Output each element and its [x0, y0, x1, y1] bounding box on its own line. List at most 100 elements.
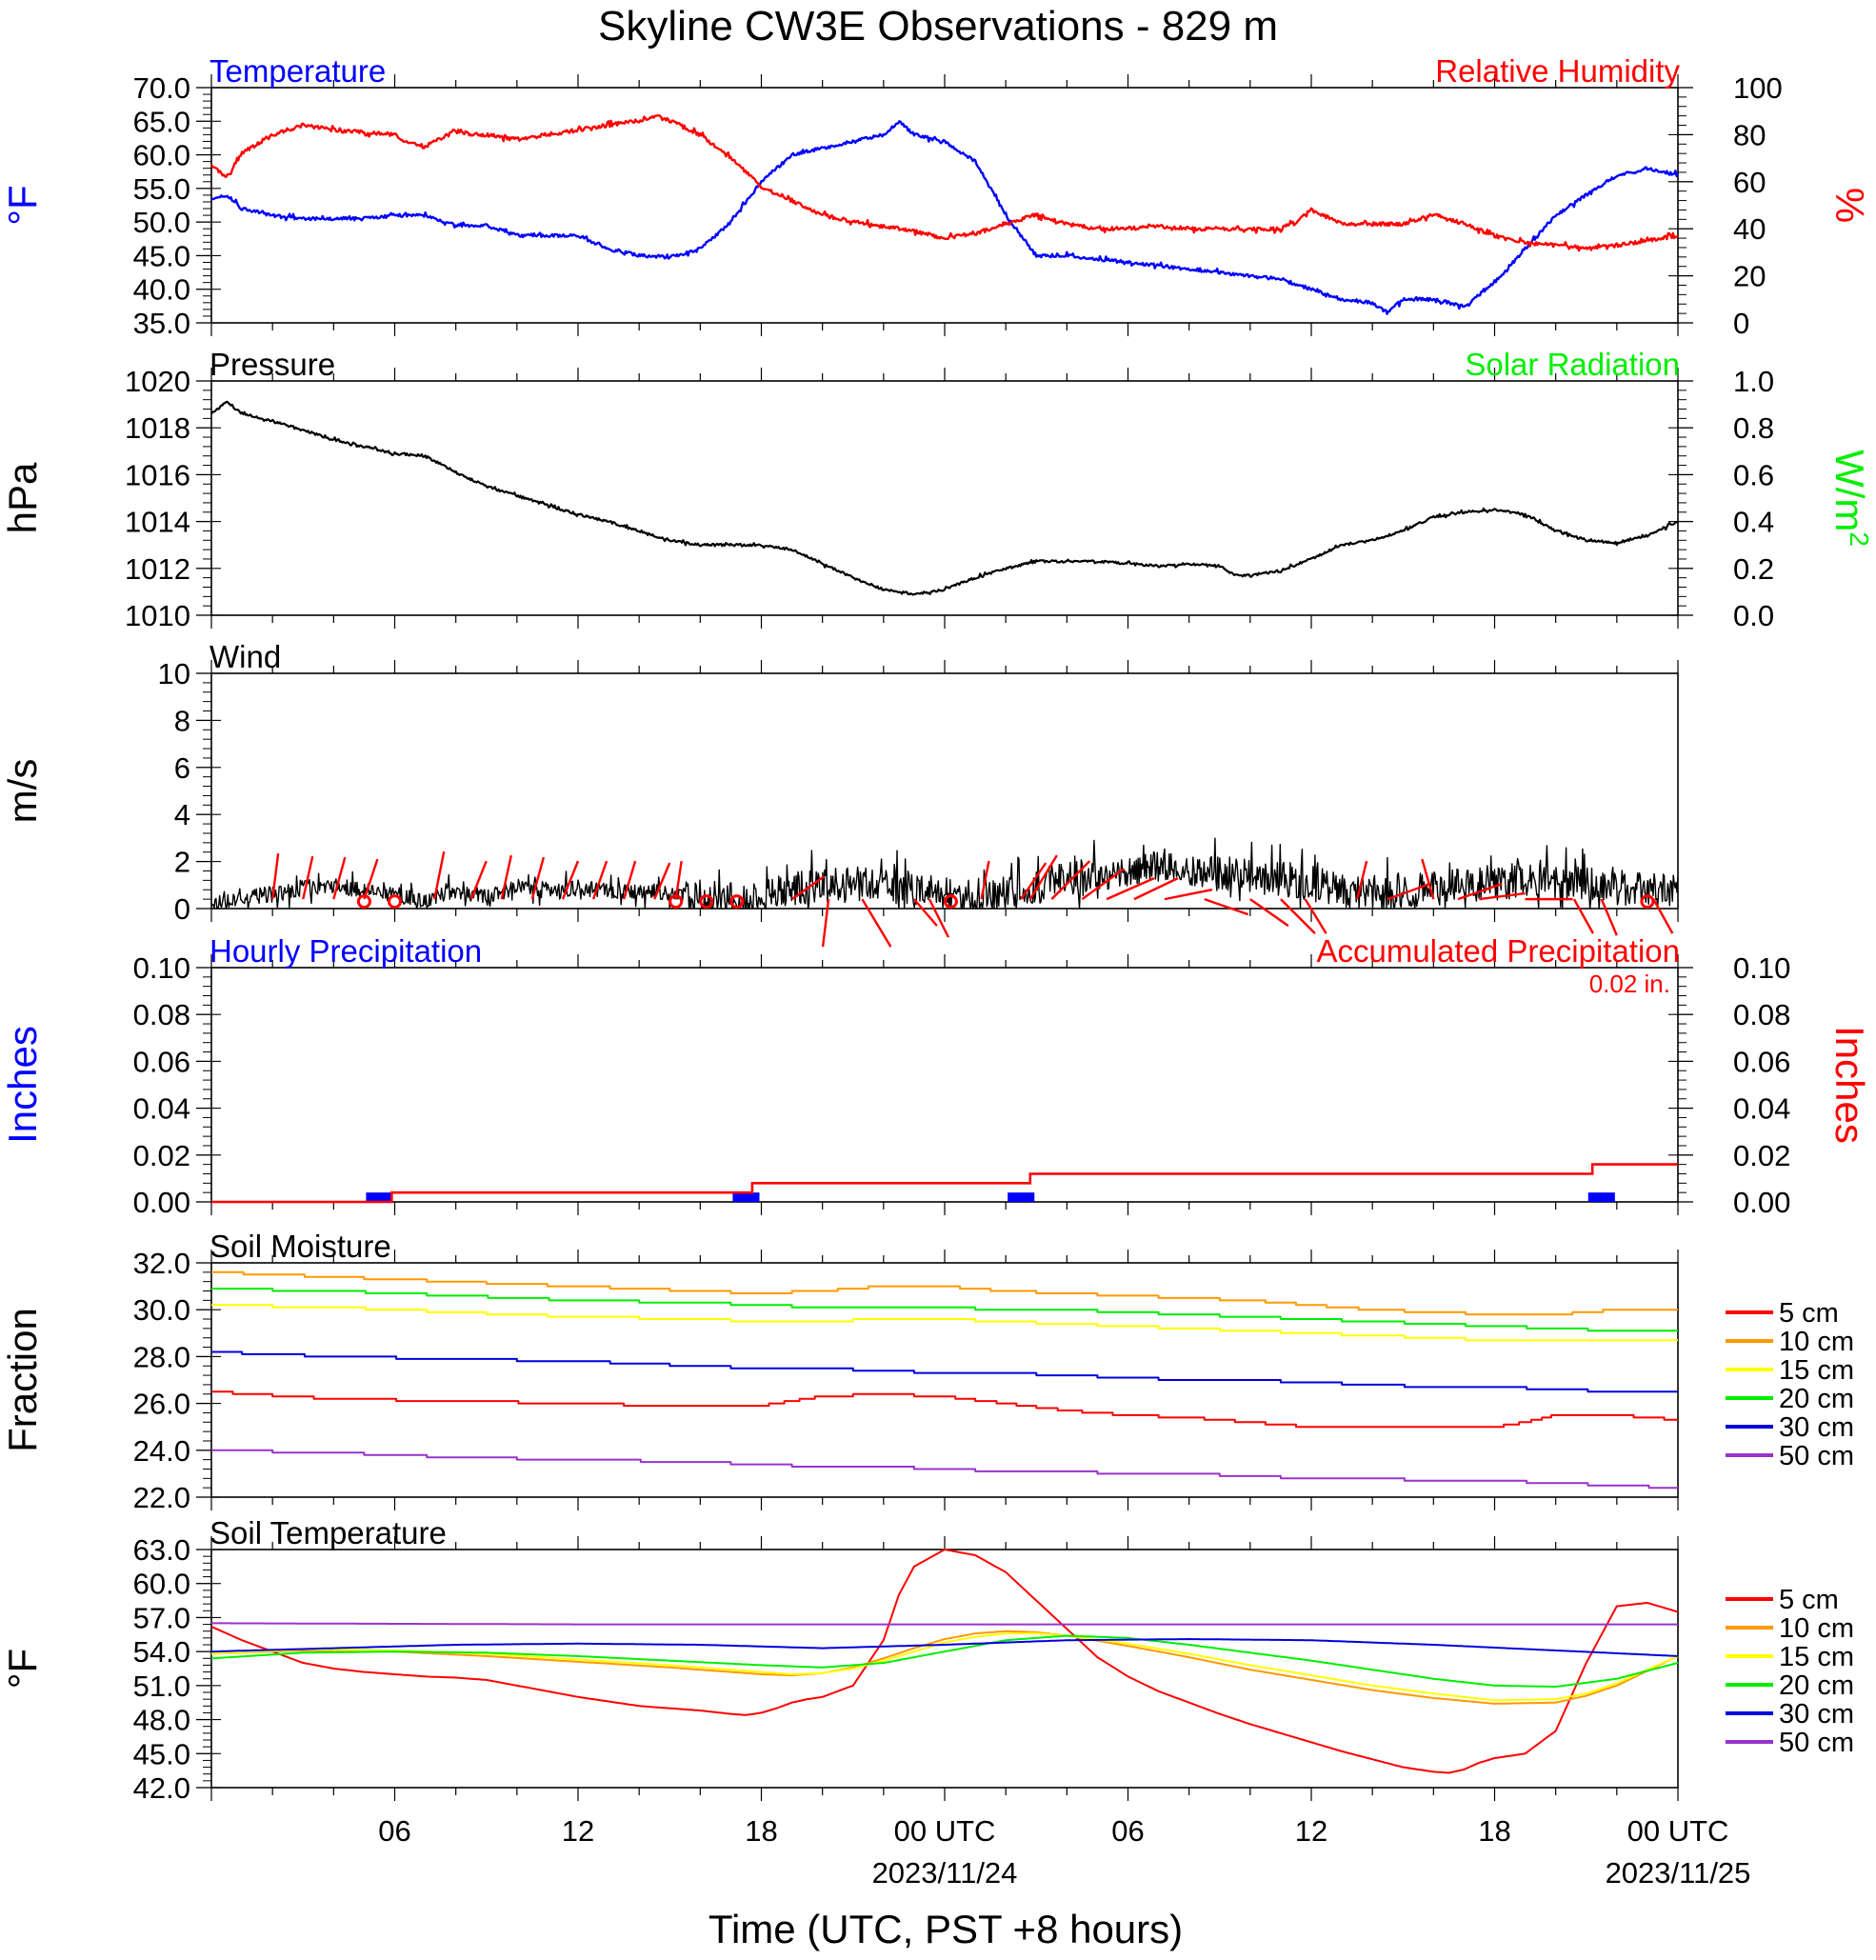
y-tick-label-right: 0.8 [1733, 411, 1774, 445]
y-axis-title-left: °F [0, 1649, 45, 1689]
precip-bar [1587, 1192, 1615, 1202]
y-tick-label-left: 8 [174, 704, 190, 737]
panel-soil_moisture: 22.0 24.0 26.0 28.0 30.0 32.0 Soil Moisture Fra… [0, 1229, 1679, 1514]
calm-wind-marker [1640, 894, 1655, 910]
calm-wind-marker [943, 894, 958, 910]
wind-barb [1280, 898, 1316, 934]
y-tick-label-left: 0.04 [133, 1092, 190, 1126]
y-tick-label-left: 60.0 [133, 1568, 190, 1601]
legend-label: 5 cm [1779, 1298, 1839, 1329]
x-axis-title: Time (UTC, PST +8 hours) [708, 1907, 1183, 1951]
wind-barb [1028, 854, 1058, 900]
wind-barb [861, 898, 892, 948]
panel-title-left: Hourly Precipitation [210, 933, 482, 969]
y-tick-label-left: 45.0 [133, 239, 190, 272]
y-tick-label-left: 0.08 [133, 998, 190, 1031]
wind-barb [1572, 898, 1594, 934]
plots: 35.040.045.050.055.060.065.070.002040608… [0, 53, 1875, 1890]
panel-title-left: Temperature [210, 53, 386, 89]
wind-barb [591, 860, 609, 900]
series-line-10-cm [210, 1630, 1679, 1705]
series-line-50-cm [211, 1449, 1678, 1490]
y-tick-label-left: 1010 [125, 599, 190, 632]
panel-title-right: Accumulated Precipitation [1316, 933, 1680, 969]
y-tick-label-left: 26.0 [133, 1388, 190, 1421]
wind-barb [1204, 897, 1249, 916]
series-line-10-cm [211, 1270, 1678, 1316]
panel-title-right: Solar Radiation [1465, 347, 1680, 382]
series-line-rh [210, 114, 1679, 252]
y-tick-label-left: 45.0 [133, 1737, 190, 1770]
wind-barb [363, 858, 379, 900]
wind-barb [1304, 898, 1327, 934]
panel-title-right: Relative Humidity [1435, 53, 1680, 89]
x-tick-label: 00 UTC [1627, 1814, 1729, 1848]
wind-barb [302, 855, 314, 900]
calm-wind-marker [729, 894, 745, 910]
wind-barb [1081, 868, 1126, 901]
wind-barb [1355, 860, 1368, 900]
wind-barb [561, 860, 580, 900]
wind-barb [653, 862, 671, 900]
y-tick-label-left: 1020 [125, 365, 190, 398]
x-date-label: 2023/11/24 [872, 1856, 1018, 1890]
series-line-5-cm [210, 1549, 1679, 1774]
y-tick-label-left: 55.0 [133, 172, 190, 206]
y-tick-label-left: 70.0 [133, 71, 190, 105]
panel-title-left: Pressure [210, 347, 335, 382]
y-tick-label-right: 20 [1733, 260, 1766, 293]
y-tick-label-right: 1.0 [1733, 365, 1774, 398]
y-tick-label-right: 0.02 [1733, 1139, 1790, 1172]
y-tick-label-right: 0.4 [1733, 506, 1774, 539]
x-tick-label: 18 [745, 1814, 777, 1848]
y-tick-label-left: 63.0 [133, 1533, 190, 1567]
wind-barb [928, 898, 950, 938]
wind-barb [433, 850, 446, 900]
accumulated-precip-line [211, 1163, 1678, 1204]
precip-bar [732, 1192, 760, 1202]
y-tick-label-right: 80 [1733, 118, 1766, 151]
series-line-15-cm [211, 1304, 1678, 1342]
legend-label: 30 cm [1779, 1699, 1854, 1730]
wind-barb [1020, 862, 1048, 900]
legend-label: 15 cm [1779, 1355, 1854, 1386]
y-tick-label-left: 1014 [125, 506, 190, 539]
y-tick-label-right: 60 [1733, 166, 1766, 199]
wind-barb [469, 860, 488, 900]
x-tick-label: 18 [1478, 1814, 1510, 1848]
y-axis-title-left: °F [0, 185, 45, 225]
panel-title-left: Soil Temperature [210, 1515, 447, 1550]
y-tick-label-right: 0.04 [1733, 1092, 1790, 1126]
y-tick-label-left: 28.0 [133, 1340, 190, 1373]
series-line-30-cm [211, 1350, 1678, 1393]
y-tick-label-right: 100 [1733, 71, 1783, 105]
wind-barb [674, 860, 683, 900]
y-tick-label-left: 60.0 [133, 139, 190, 172]
wind-barb [270, 852, 280, 900]
y-tick-label-right: 0.10 [1733, 951, 1790, 985]
y-tick-label-right: 0.6 [1733, 458, 1774, 491]
wind-barb [1600, 898, 1618, 936]
series-line-temp [210, 120, 1679, 315]
wind-barb [530, 856, 546, 900]
wind-barb [500, 854, 512, 900]
panel-soil_temp: 42.045.048.051.054.057.060.063.0 Soil Tem… [0, 1515, 1679, 1805]
wind-barb [1050, 860, 1091, 900]
legend-label: 30 cm [1779, 1412, 1854, 1443]
y-tick-label-left: 40.0 [133, 273, 190, 307]
x-date-label: 2023/11/25 [1606, 1856, 1751, 1890]
y-tick-label-left: 1016 [125, 458, 190, 491]
wind-barb [1164, 888, 1213, 901]
x-tick-label: 12 [562, 1814, 594, 1848]
calm-wind-marker [388, 894, 402, 910]
panel-wind: 0 2 4 6 8 10 Wind m/s [0, 639, 1679, 948]
x-tick-label: 06 [1111, 1814, 1144, 1848]
wind-barb [1106, 877, 1155, 901]
series-line-50-cm [211, 1622, 1678, 1626]
y-tick-label-right: 0.2 [1733, 552, 1774, 586]
series-line-pressure [210, 400, 1679, 596]
y-tick-label-left: 65.0 [133, 105, 190, 138]
y-tick-label-left: 50.0 [133, 206, 190, 239]
